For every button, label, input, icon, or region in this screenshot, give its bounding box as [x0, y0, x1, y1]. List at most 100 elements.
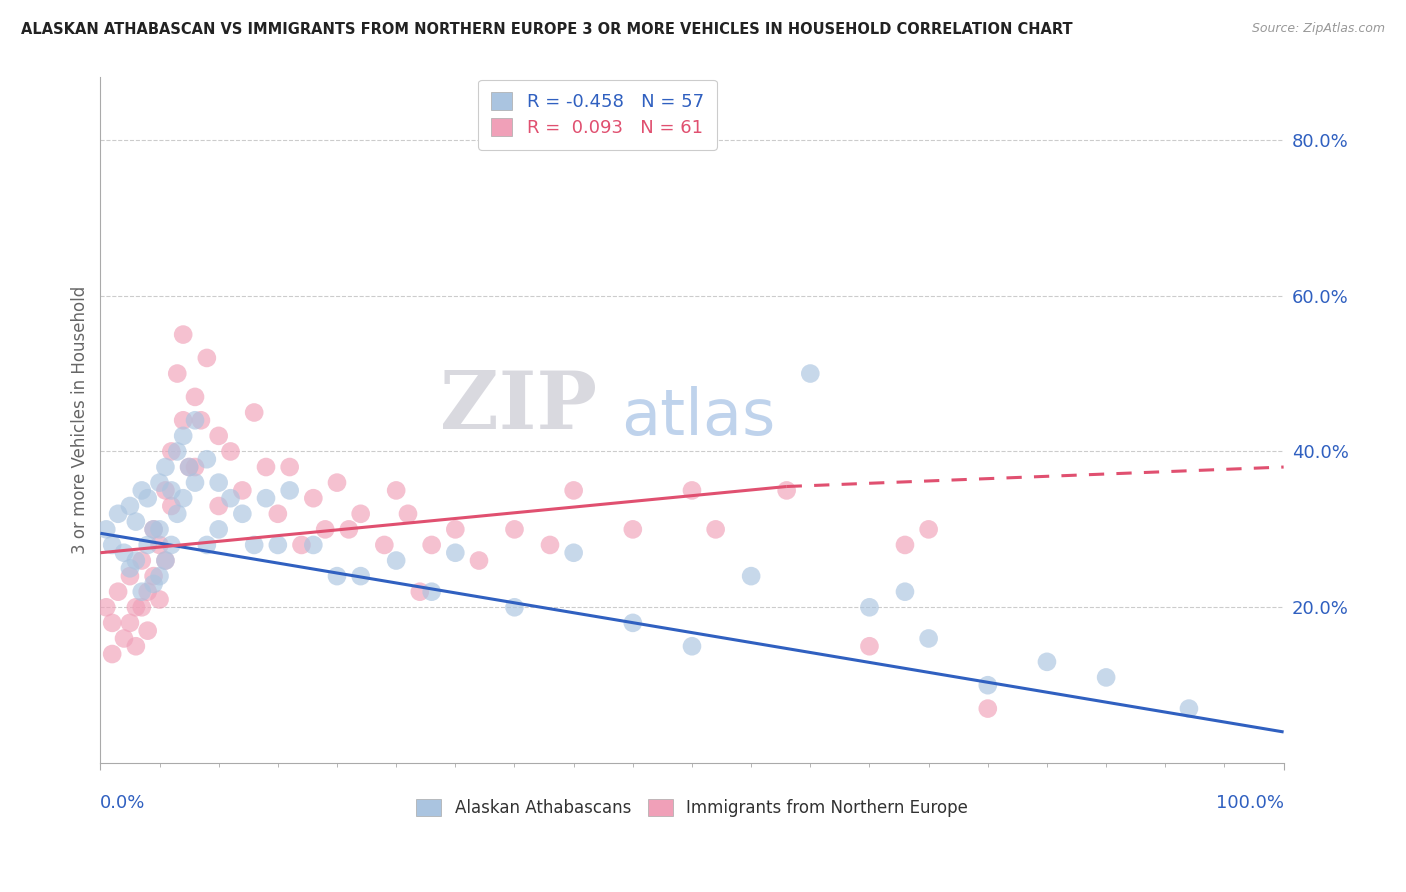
Point	[131, 553, 153, 567]
Point	[302, 491, 325, 506]
Point	[243, 538, 266, 552]
Point	[740, 569, 762, 583]
Point	[420, 538, 443, 552]
Point	[118, 569, 141, 583]
Point	[118, 561, 141, 575]
Point	[314, 522, 336, 536]
Point	[1036, 655, 1059, 669]
Point	[96, 522, 118, 536]
Point	[125, 553, 148, 567]
Point	[172, 429, 194, 443]
Point	[977, 678, 1000, 692]
Point	[160, 499, 183, 513]
Text: 0.0%: 0.0%	[100, 794, 146, 812]
Point	[468, 553, 491, 567]
Point	[125, 600, 148, 615]
Y-axis label: 3 or more Vehicles in Household: 3 or more Vehicles in Household	[72, 286, 89, 555]
Point	[166, 444, 188, 458]
Point	[195, 351, 218, 365]
Point	[155, 553, 177, 567]
Point	[1095, 670, 1118, 684]
Point	[858, 600, 880, 615]
Point	[136, 491, 159, 506]
Point	[112, 632, 135, 646]
Point	[125, 515, 148, 529]
Point	[208, 499, 231, 513]
Point	[107, 507, 129, 521]
Point	[118, 499, 141, 513]
Legend: Alaskan Athabascans, Immigrants from Northern Europe: Alaskan Athabascans, Immigrants from Nor…	[409, 792, 974, 823]
Text: Source: ZipAtlas.com: Source: ZipAtlas.com	[1251, 22, 1385, 36]
Point	[267, 538, 290, 552]
Point	[775, 483, 797, 498]
Point	[107, 584, 129, 599]
Point	[160, 538, 183, 552]
Point	[621, 522, 644, 536]
Point	[444, 522, 467, 536]
Point	[195, 452, 218, 467]
Point	[243, 405, 266, 419]
Point	[681, 483, 703, 498]
Point	[503, 600, 526, 615]
Point	[148, 475, 170, 490]
Point	[278, 460, 301, 475]
Point	[1178, 701, 1201, 715]
Text: 100.0%: 100.0%	[1216, 794, 1284, 812]
Point	[177, 460, 200, 475]
Point	[142, 522, 165, 536]
Point	[254, 491, 277, 506]
Point	[155, 460, 177, 475]
Point	[219, 491, 242, 506]
Point	[131, 483, 153, 498]
Point	[799, 367, 821, 381]
Point	[621, 615, 644, 630]
Point	[177, 460, 200, 475]
Point	[160, 483, 183, 498]
Point	[184, 460, 207, 475]
Point	[101, 538, 124, 552]
Text: ZIP: ZIP	[440, 368, 598, 446]
Point	[373, 538, 395, 552]
Point	[118, 615, 141, 630]
Point	[172, 327, 194, 342]
Point	[231, 507, 253, 521]
Point	[254, 460, 277, 475]
Point	[290, 538, 312, 552]
Point	[444, 546, 467, 560]
Point	[166, 507, 188, 521]
Point	[136, 538, 159, 552]
Point	[562, 546, 585, 560]
Point	[148, 538, 170, 552]
Point	[704, 522, 727, 536]
Point	[326, 475, 349, 490]
Point	[302, 538, 325, 552]
Point	[148, 569, 170, 583]
Point	[125, 639, 148, 653]
Point	[142, 577, 165, 591]
Point	[894, 584, 917, 599]
Point	[136, 624, 159, 638]
Point	[409, 584, 432, 599]
Point	[396, 507, 419, 521]
Point	[148, 522, 170, 536]
Point	[977, 701, 1000, 715]
Point	[131, 600, 153, 615]
Point	[326, 569, 349, 583]
Point	[503, 522, 526, 536]
Point	[101, 615, 124, 630]
Point	[195, 538, 218, 552]
Point	[142, 522, 165, 536]
Point	[190, 413, 212, 427]
Point	[385, 553, 408, 567]
Point	[894, 538, 917, 552]
Point	[208, 475, 231, 490]
Point	[136, 584, 159, 599]
Point	[562, 483, 585, 498]
Point	[350, 569, 373, 583]
Point	[267, 507, 290, 521]
Point	[155, 553, 177, 567]
Point	[148, 592, 170, 607]
Point	[184, 413, 207, 427]
Point	[278, 483, 301, 498]
Point	[166, 367, 188, 381]
